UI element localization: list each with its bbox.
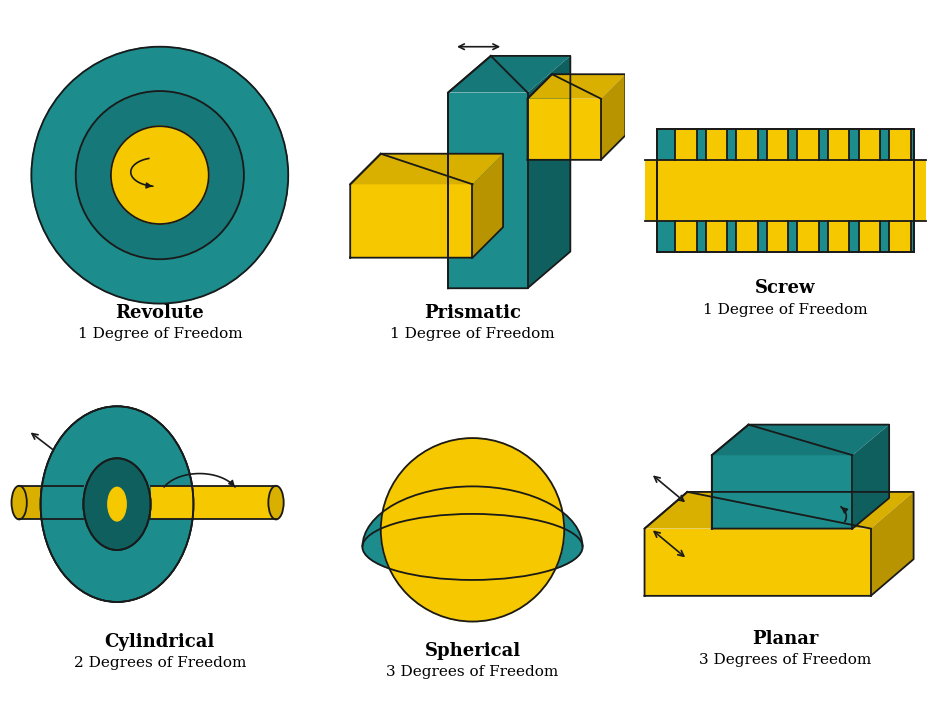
Polygon shape xyxy=(858,129,879,160)
Text: Planar: Planar xyxy=(751,630,818,648)
Polygon shape xyxy=(644,528,869,596)
Polygon shape xyxy=(711,425,888,455)
Ellipse shape xyxy=(11,486,26,519)
Ellipse shape xyxy=(362,514,582,580)
Ellipse shape xyxy=(380,438,564,621)
Ellipse shape xyxy=(41,406,194,602)
Polygon shape xyxy=(858,221,879,252)
Ellipse shape xyxy=(83,458,150,550)
Ellipse shape xyxy=(108,487,126,521)
Polygon shape xyxy=(19,486,83,519)
Polygon shape xyxy=(600,74,625,160)
Polygon shape xyxy=(888,129,910,160)
Text: 1 Degree of Freedom: 1 Degree of Freedom xyxy=(77,327,242,341)
Ellipse shape xyxy=(380,516,564,548)
Text: 3 Degrees of Freedom: 3 Degrees of Freedom xyxy=(386,665,558,679)
Polygon shape xyxy=(527,74,625,99)
Polygon shape xyxy=(827,221,849,252)
Text: 1 Degree of Freedom: 1 Degree of Freedom xyxy=(390,327,554,341)
Polygon shape xyxy=(150,486,276,519)
Polygon shape xyxy=(797,221,818,252)
Text: Spherical: Spherical xyxy=(424,642,520,660)
Text: Prismatic: Prismatic xyxy=(424,303,520,321)
Polygon shape xyxy=(705,221,726,252)
Polygon shape xyxy=(380,440,564,531)
Text: Screw: Screw xyxy=(754,279,815,297)
Ellipse shape xyxy=(83,458,150,550)
Ellipse shape xyxy=(110,127,209,224)
Text: Revolute: Revolute xyxy=(115,303,204,321)
Polygon shape xyxy=(527,56,570,288)
Polygon shape xyxy=(656,129,913,252)
Polygon shape xyxy=(888,221,910,252)
Polygon shape xyxy=(851,425,888,528)
Polygon shape xyxy=(472,154,502,257)
Polygon shape xyxy=(350,154,502,184)
Polygon shape xyxy=(827,129,849,160)
Text: 1 Degree of Freedom: 1 Degree of Freedom xyxy=(702,303,867,316)
Polygon shape xyxy=(447,93,527,288)
Polygon shape xyxy=(735,221,757,252)
Polygon shape xyxy=(735,129,757,160)
Polygon shape xyxy=(766,129,787,160)
Polygon shape xyxy=(869,492,913,596)
Ellipse shape xyxy=(41,406,194,602)
Polygon shape xyxy=(766,221,787,252)
Polygon shape xyxy=(797,129,818,160)
Polygon shape xyxy=(705,129,726,160)
Polygon shape xyxy=(362,486,582,547)
Ellipse shape xyxy=(268,486,283,519)
Polygon shape xyxy=(350,184,472,257)
Polygon shape xyxy=(674,221,696,252)
Polygon shape xyxy=(674,129,696,160)
Text: Cylindrical: Cylindrical xyxy=(105,633,214,651)
Polygon shape xyxy=(711,455,851,528)
Ellipse shape xyxy=(31,47,288,303)
Text: 2 Degrees of Freedom: 2 Degrees of Freedom xyxy=(74,656,245,670)
Polygon shape xyxy=(447,56,570,93)
Ellipse shape xyxy=(76,91,244,260)
Polygon shape xyxy=(644,160,925,221)
Polygon shape xyxy=(527,99,600,160)
Polygon shape xyxy=(644,492,913,528)
Text: 3 Degrees of Freedom: 3 Degrees of Freedom xyxy=(699,653,870,667)
